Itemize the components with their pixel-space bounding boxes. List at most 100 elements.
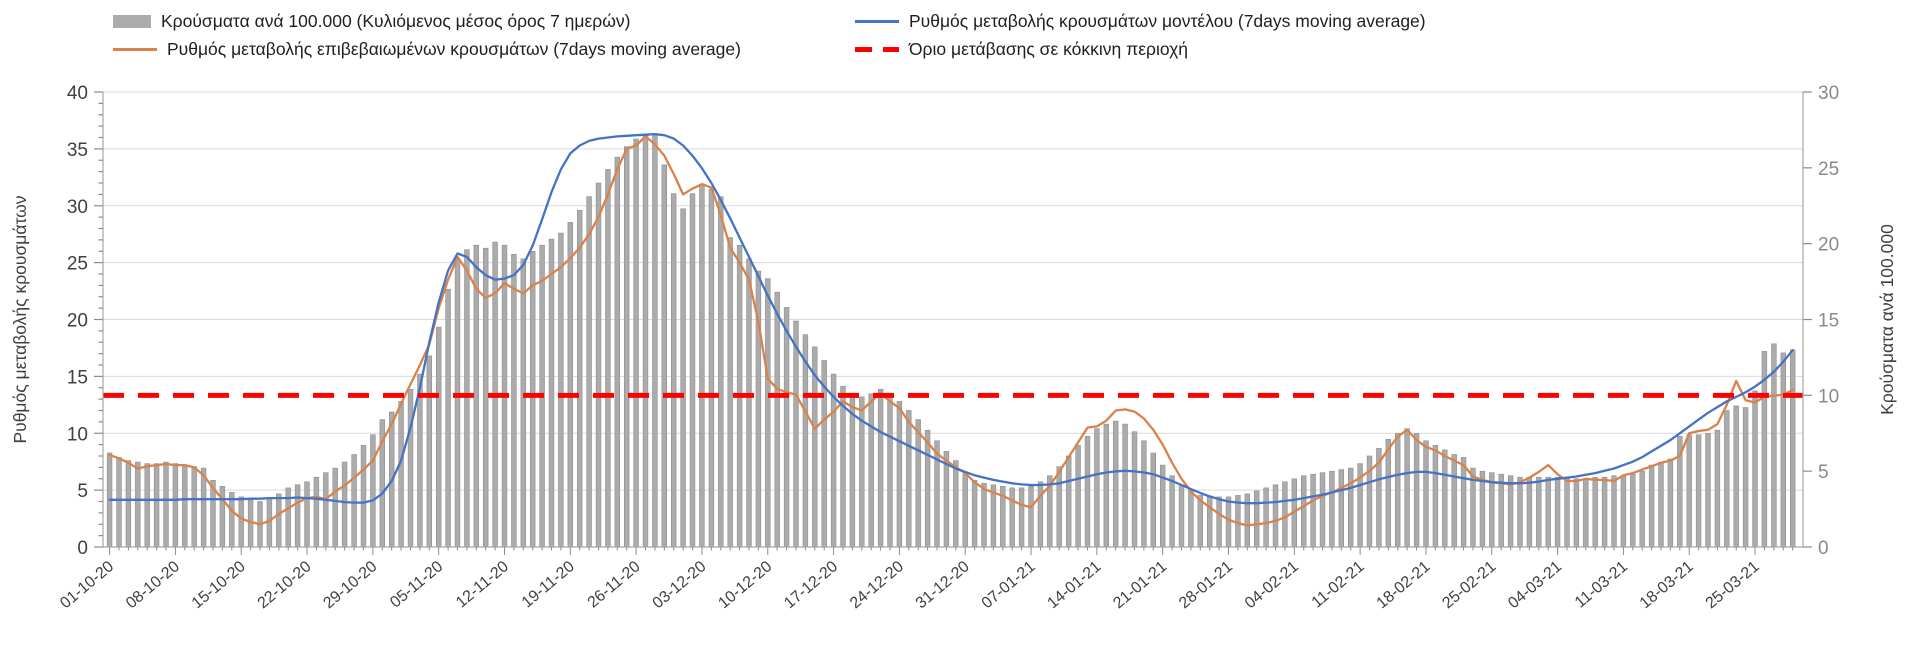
bar bbox=[153, 463, 160, 548]
bar bbox=[1395, 432, 1401, 548]
bar bbox=[529, 251, 536, 548]
bar bbox=[313, 476, 320, 548]
bar bbox=[1592, 476, 1598, 548]
bar bbox=[1790, 349, 1796, 548]
bar-swatch-icon bbox=[113, 14, 151, 28]
x-tick-label: 04-03-21 bbox=[1505, 558, 1565, 612]
x-tick-label: 28-01-21 bbox=[1176, 558, 1236, 612]
bar bbox=[981, 482, 987, 548]
bar bbox=[1018, 487, 1025, 548]
bar bbox=[689, 193, 696, 548]
bar bbox=[567, 222, 574, 548]
right-axis-title: Κρούσματα ανά 100.000 bbox=[1877, 224, 1897, 415]
bar bbox=[896, 401, 903, 548]
x-tick-label: 12-11-20 bbox=[453, 558, 512, 611]
x-tick-label: 19-11-20 bbox=[519, 558, 578, 611]
x-tick-label: 03-12-20 bbox=[650, 558, 710, 612]
bar bbox=[191, 466, 197, 548]
bar bbox=[1310, 473, 1316, 548]
bar bbox=[285, 487, 291, 548]
x-tick-label: 10-12-20 bbox=[715, 558, 775, 612]
bar bbox=[906, 410, 912, 548]
dashed-line-swatch-icon bbox=[855, 46, 899, 52]
bar bbox=[1695, 434, 1702, 548]
legend-label: Ρυθμός μεταβολής κρουσμάτων μοντέλου (7d… bbox=[909, 10, 1426, 31]
bar bbox=[915, 419, 921, 548]
bar bbox=[746, 258, 752, 548]
bar bbox=[934, 440, 940, 548]
bar bbox=[1037, 481, 1044, 548]
bar bbox=[1150, 452, 1157, 548]
bar bbox=[1244, 493, 1251, 548]
bar bbox=[783, 307, 790, 548]
bar bbox=[464, 249, 470, 548]
x-tick-label: 24-12-20 bbox=[847, 558, 907, 612]
bar bbox=[1460, 457, 1467, 548]
bar bbox=[1216, 496, 1222, 548]
bar bbox=[1489, 472, 1495, 548]
bar bbox=[1648, 464, 1655, 548]
bar bbox=[1075, 445, 1081, 548]
bar bbox=[1197, 495, 1204, 548]
bar bbox=[1536, 476, 1542, 548]
x-axis-ticks bbox=[109, 547, 1794, 555]
bar bbox=[1329, 470, 1335, 548]
model-rate-line bbox=[108, 132, 1794, 505]
x-tick-label: 17-12-20 bbox=[781, 558, 841, 612]
bar bbox=[802, 334, 809, 548]
bar bbox=[877, 388, 884, 548]
bar bbox=[276, 493, 282, 548]
bar bbox=[1780, 352, 1787, 548]
bar bbox=[1620, 475, 1627, 548]
bar bbox=[417, 373, 423, 548]
legend-label: Ρυθμός μεταβολής επιβεβαιωμένων κρουσμάτ… bbox=[167, 38, 741, 59]
bar bbox=[1630, 473, 1636, 548]
bar bbox=[238, 496, 244, 548]
bar bbox=[1084, 435, 1091, 548]
bar bbox=[1113, 420, 1119, 548]
bar bbox=[435, 326, 442, 548]
bar bbox=[953, 460, 959, 548]
legend-item-model-rate: Ρυθμός μεταβολής κρουσμάτων μοντέλου (7d… bbox=[855, 8, 1426, 34]
right-tick-label: 20 bbox=[1818, 235, 1839, 256]
bar bbox=[1122, 423, 1128, 548]
legend-item-cases-bars: Κρούσματα ανά 100.000 (Κυλιόμενος μέσος … bbox=[113, 8, 630, 34]
left-tick-label: 15 bbox=[67, 367, 88, 388]
x-tick-label: 25-03-21 bbox=[1703, 558, 1763, 612]
bar bbox=[454, 258, 461, 548]
bar bbox=[652, 134, 658, 548]
line-swatch-icon bbox=[113, 47, 157, 51]
bar bbox=[586, 196, 592, 548]
x-tick-label: 11-03-21 bbox=[1572, 558, 1631, 611]
bar bbox=[1066, 455, 1072, 548]
bar bbox=[1009, 487, 1015, 548]
bar bbox=[670, 193, 677, 548]
bar bbox=[1404, 428, 1410, 548]
bar bbox=[595, 182, 602, 548]
legend-item-red-threshold: Όριο μετάβασης σε κόκκινη περιοχή bbox=[855, 36, 1188, 62]
bar bbox=[1188, 490, 1194, 548]
bar bbox=[840, 385, 846, 548]
bar bbox=[323, 472, 329, 548]
bar bbox=[1733, 405, 1739, 548]
bar bbox=[341, 461, 348, 548]
x-tick-label: 01-10-20 bbox=[57, 558, 117, 612]
bar bbox=[1348, 467, 1354, 548]
legend: Κρούσματα ανά 100.000 (Κυλιόμενος μέσος … bbox=[0, 0, 1920, 66]
bar bbox=[1319, 472, 1326, 548]
bar bbox=[1639, 470, 1645, 548]
bar bbox=[1667, 458, 1674, 548]
bar bbox=[699, 184, 705, 548]
bar bbox=[266, 498, 273, 548]
bar bbox=[718, 196, 724, 548]
bar bbox=[135, 461, 141, 548]
x-axis-labels: 01-10-20 08-10-20 15-10-20 22-10-20 29-10-20… bbox=[57, 558, 1763, 612]
legend-label: Κρούσματα ανά 100.000 (Κυλιόμενος μέσος … bbox=[161, 10, 631, 31]
bar bbox=[1451, 454, 1457, 548]
bar bbox=[407, 388, 414, 548]
bar bbox=[1526, 476, 1533, 548]
bar bbox=[633, 138, 639, 548]
bar bbox=[1141, 440, 1147, 548]
